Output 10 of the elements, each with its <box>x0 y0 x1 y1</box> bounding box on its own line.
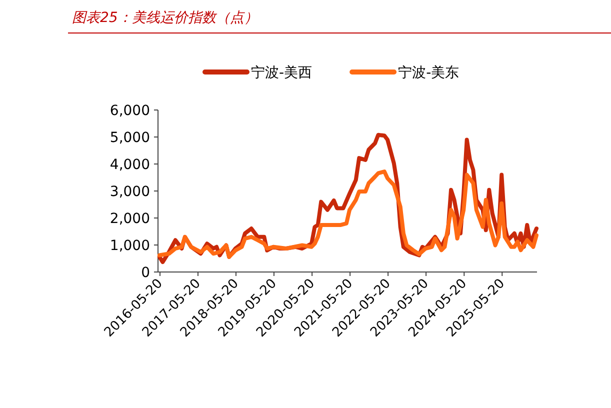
y-tick-label: 3,000 <box>110 184 150 200</box>
y-tick-label: 1,000 <box>110 238 150 254</box>
y-tick-label: 0 <box>141 265 150 281</box>
legend-label: 宁波-美西 <box>251 65 312 81</box>
y-tick-label: 2,000 <box>110 211 150 227</box>
y-tick-label: 5,000 <box>110 130 150 146</box>
y-tick-label: 6,000 <box>110 103 150 119</box>
legend-label: 宁波-美东 <box>398 65 460 81</box>
chart-title: 图表25：美线运价指数（点） <box>72 10 258 26</box>
y-tick-label: 4,000 <box>110 157 150 173</box>
